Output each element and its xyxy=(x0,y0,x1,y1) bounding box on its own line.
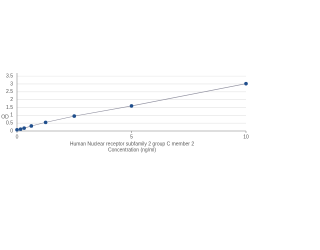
y-tick-label: 1.5 xyxy=(6,105,13,111)
data-point xyxy=(244,81,248,86)
x-tick-label: 10 xyxy=(243,134,249,140)
y-tick-label: 1 xyxy=(10,113,13,119)
x-axis-label: Human Nuclear receptor subfamily 2 group… xyxy=(70,141,194,147)
x-axis-label: Concentration (ng/ml) xyxy=(108,147,156,153)
y-axis-label: OD xyxy=(1,114,9,120)
data-point xyxy=(43,120,48,125)
data-point xyxy=(15,127,19,132)
data-point xyxy=(29,124,34,128)
data-point xyxy=(22,126,26,130)
x-tick-label: 0 xyxy=(16,134,19,140)
y-tick-label: 2.5 xyxy=(6,89,13,95)
y-tick-label: 0.5 xyxy=(6,120,13,126)
y-tick-label: 3 xyxy=(10,81,13,87)
y-tick-label: 2 xyxy=(10,97,13,103)
y-tick-label: 3.5 xyxy=(6,73,13,79)
data-point xyxy=(129,104,134,108)
x-tick-label: 5 xyxy=(130,134,133,140)
y-tick-label: 0 xyxy=(10,128,13,134)
chart: OD Human Nuclear receptor subfamily 2 gr… xyxy=(1,73,249,153)
data-point xyxy=(18,127,23,131)
data-point xyxy=(72,114,77,118)
